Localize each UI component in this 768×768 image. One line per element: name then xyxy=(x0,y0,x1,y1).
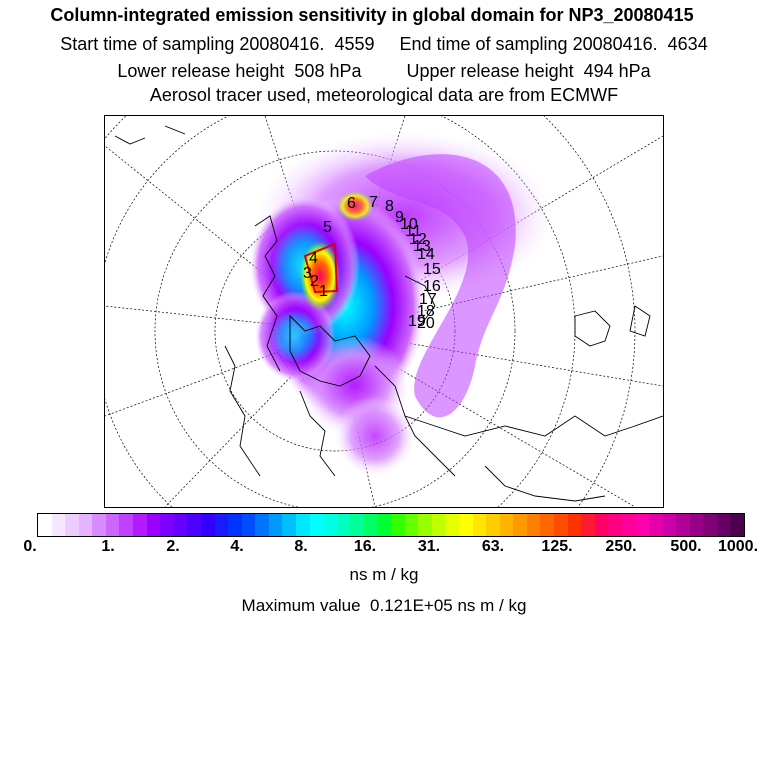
colorbar-swatch xyxy=(621,514,636,536)
colorbar-swatch xyxy=(51,514,66,536)
colorbar-tick: 0. xyxy=(23,538,37,555)
track-label: 16 xyxy=(423,278,441,295)
colorbar-swatch xyxy=(323,514,337,536)
track-label: 12 xyxy=(409,231,427,248)
colorbar-tick: 16. xyxy=(353,538,377,555)
track-label: 4 xyxy=(309,250,318,267)
colorbar-tick: 1000. xyxy=(717,538,759,555)
track-label: 5 xyxy=(323,219,332,236)
colorbar-swatch xyxy=(377,514,392,536)
colorbar-swatch xyxy=(703,514,717,536)
colorbar-swatch xyxy=(553,514,568,536)
track-label: 17 xyxy=(419,291,437,308)
maximum-value-text: Maximum value 0.121E+05 ns m / kg xyxy=(241,596,527,615)
colorbar-tick: 31. xyxy=(417,538,441,555)
colorbar-swatch xyxy=(38,514,52,536)
sensitivity-field xyxy=(250,131,555,476)
trajectory-labels: 1 2 3 4 5 6 7 8 9 10 11 12 13 14 15 16 1… xyxy=(303,194,441,332)
colorbar-swatch xyxy=(173,514,188,536)
track-label: 20 xyxy=(417,315,435,332)
colorbar-swatch xyxy=(499,514,514,536)
colorbar-swatch xyxy=(486,514,500,536)
track-label: 13 xyxy=(413,238,431,255)
colorbar-swatch xyxy=(65,514,79,536)
colorbar-swatch xyxy=(581,514,595,536)
colorbar-swatch xyxy=(635,514,650,536)
map-canvas: 1 2 3 4 5 6 7 8 9 10 11 12 13 14 15 16 1… xyxy=(105,116,663,507)
colorbar-tick: 4. xyxy=(230,538,244,555)
colorbar-swatch xyxy=(336,514,351,536)
colorbar-tick: 2. xyxy=(166,538,180,555)
colorbar-swatch xyxy=(268,514,283,536)
colorbar-swatch xyxy=(214,514,229,536)
track-label: 15 xyxy=(423,261,441,278)
colorbar-swatch xyxy=(119,514,134,536)
colorbar-swatch xyxy=(730,514,745,536)
colorbar-tick: 1. xyxy=(101,538,115,555)
colorbar-swatch xyxy=(78,514,93,536)
colorbar-swatch xyxy=(649,514,663,536)
release-height-line: Lower release height 508 hPa Upper relea… xyxy=(117,61,651,81)
colorbar-swatch xyxy=(540,514,554,536)
colorbar-swatch xyxy=(105,514,120,536)
colorbar-swatch xyxy=(363,514,378,536)
colorbar-tick: 125. xyxy=(541,538,573,555)
colorbar-swatch xyxy=(458,514,473,536)
track-label: 9 xyxy=(395,209,404,226)
tracer-info-line: Aerosol tracer used, meteorological data… xyxy=(149,85,619,105)
colorbar-swatch xyxy=(295,514,310,536)
colorbar-swatch xyxy=(689,514,704,536)
colorbar-swatch xyxy=(241,514,256,536)
colorbar-swatch xyxy=(472,514,487,536)
color-scale-bar xyxy=(37,513,745,537)
colorbar-swatch xyxy=(350,514,364,536)
coastlines xyxy=(114,125,663,502)
colorbar-swatch xyxy=(608,514,622,536)
colorbar-units: ns m / kg xyxy=(349,565,419,584)
colorbar-swatch xyxy=(676,514,690,536)
colorbar-swatch xyxy=(255,514,269,536)
colorbar-tick: 250. xyxy=(605,538,637,555)
colorbar-swatch xyxy=(282,514,296,536)
colorbar-swatch xyxy=(228,514,242,536)
colorbar-swatch xyxy=(594,514,609,536)
colorbar-swatch xyxy=(418,514,432,536)
track-label: 7 xyxy=(369,194,378,211)
colorbar-swatch xyxy=(187,514,201,536)
track-label: 11 xyxy=(405,223,422,240)
colorbar-swatch xyxy=(92,514,106,536)
colorbar-tick: 500. xyxy=(670,538,702,555)
colorbar-tick: 63. xyxy=(481,538,505,555)
track-label: 1 xyxy=(319,283,328,300)
colorbar-swatch xyxy=(160,514,174,536)
colorbar-swatch xyxy=(662,514,677,536)
track-label: 8 xyxy=(385,198,394,215)
emission-sensitivity-map: 1 2 3 4 5 6 7 8 9 10 11 12 13 14 15 16 1… xyxy=(104,115,664,508)
colorbar-swatch xyxy=(404,514,419,536)
track-label: 2 xyxy=(310,273,319,290)
colorbar-tick: 8. xyxy=(294,538,308,555)
colorbar-swatch xyxy=(526,514,541,536)
track-label: 6 xyxy=(347,195,356,212)
track-label: 14 xyxy=(417,246,435,263)
colorbar-swatch xyxy=(513,514,527,536)
track-label: 18 xyxy=(417,303,435,320)
colorbar-swatch xyxy=(567,514,582,536)
colorbar-swatch xyxy=(431,514,446,536)
colorbar-swatch xyxy=(716,514,731,536)
plot-title: Column-integrated emission sensitivity i… xyxy=(50,5,694,25)
track-label: 10 xyxy=(400,216,418,233)
colorbar-swatch xyxy=(146,514,161,536)
colorbar-swatch xyxy=(309,514,324,536)
track-label: 19 xyxy=(408,313,426,330)
colorbar-swatch xyxy=(133,514,147,536)
colorbar-swatch xyxy=(391,514,405,536)
track-label: 3 xyxy=(303,265,312,282)
sampling-time-line: Start time of sampling 20080416. 4559 En… xyxy=(60,34,708,54)
colorbar-swatch xyxy=(445,514,459,536)
colorbar-swatch xyxy=(200,514,215,536)
